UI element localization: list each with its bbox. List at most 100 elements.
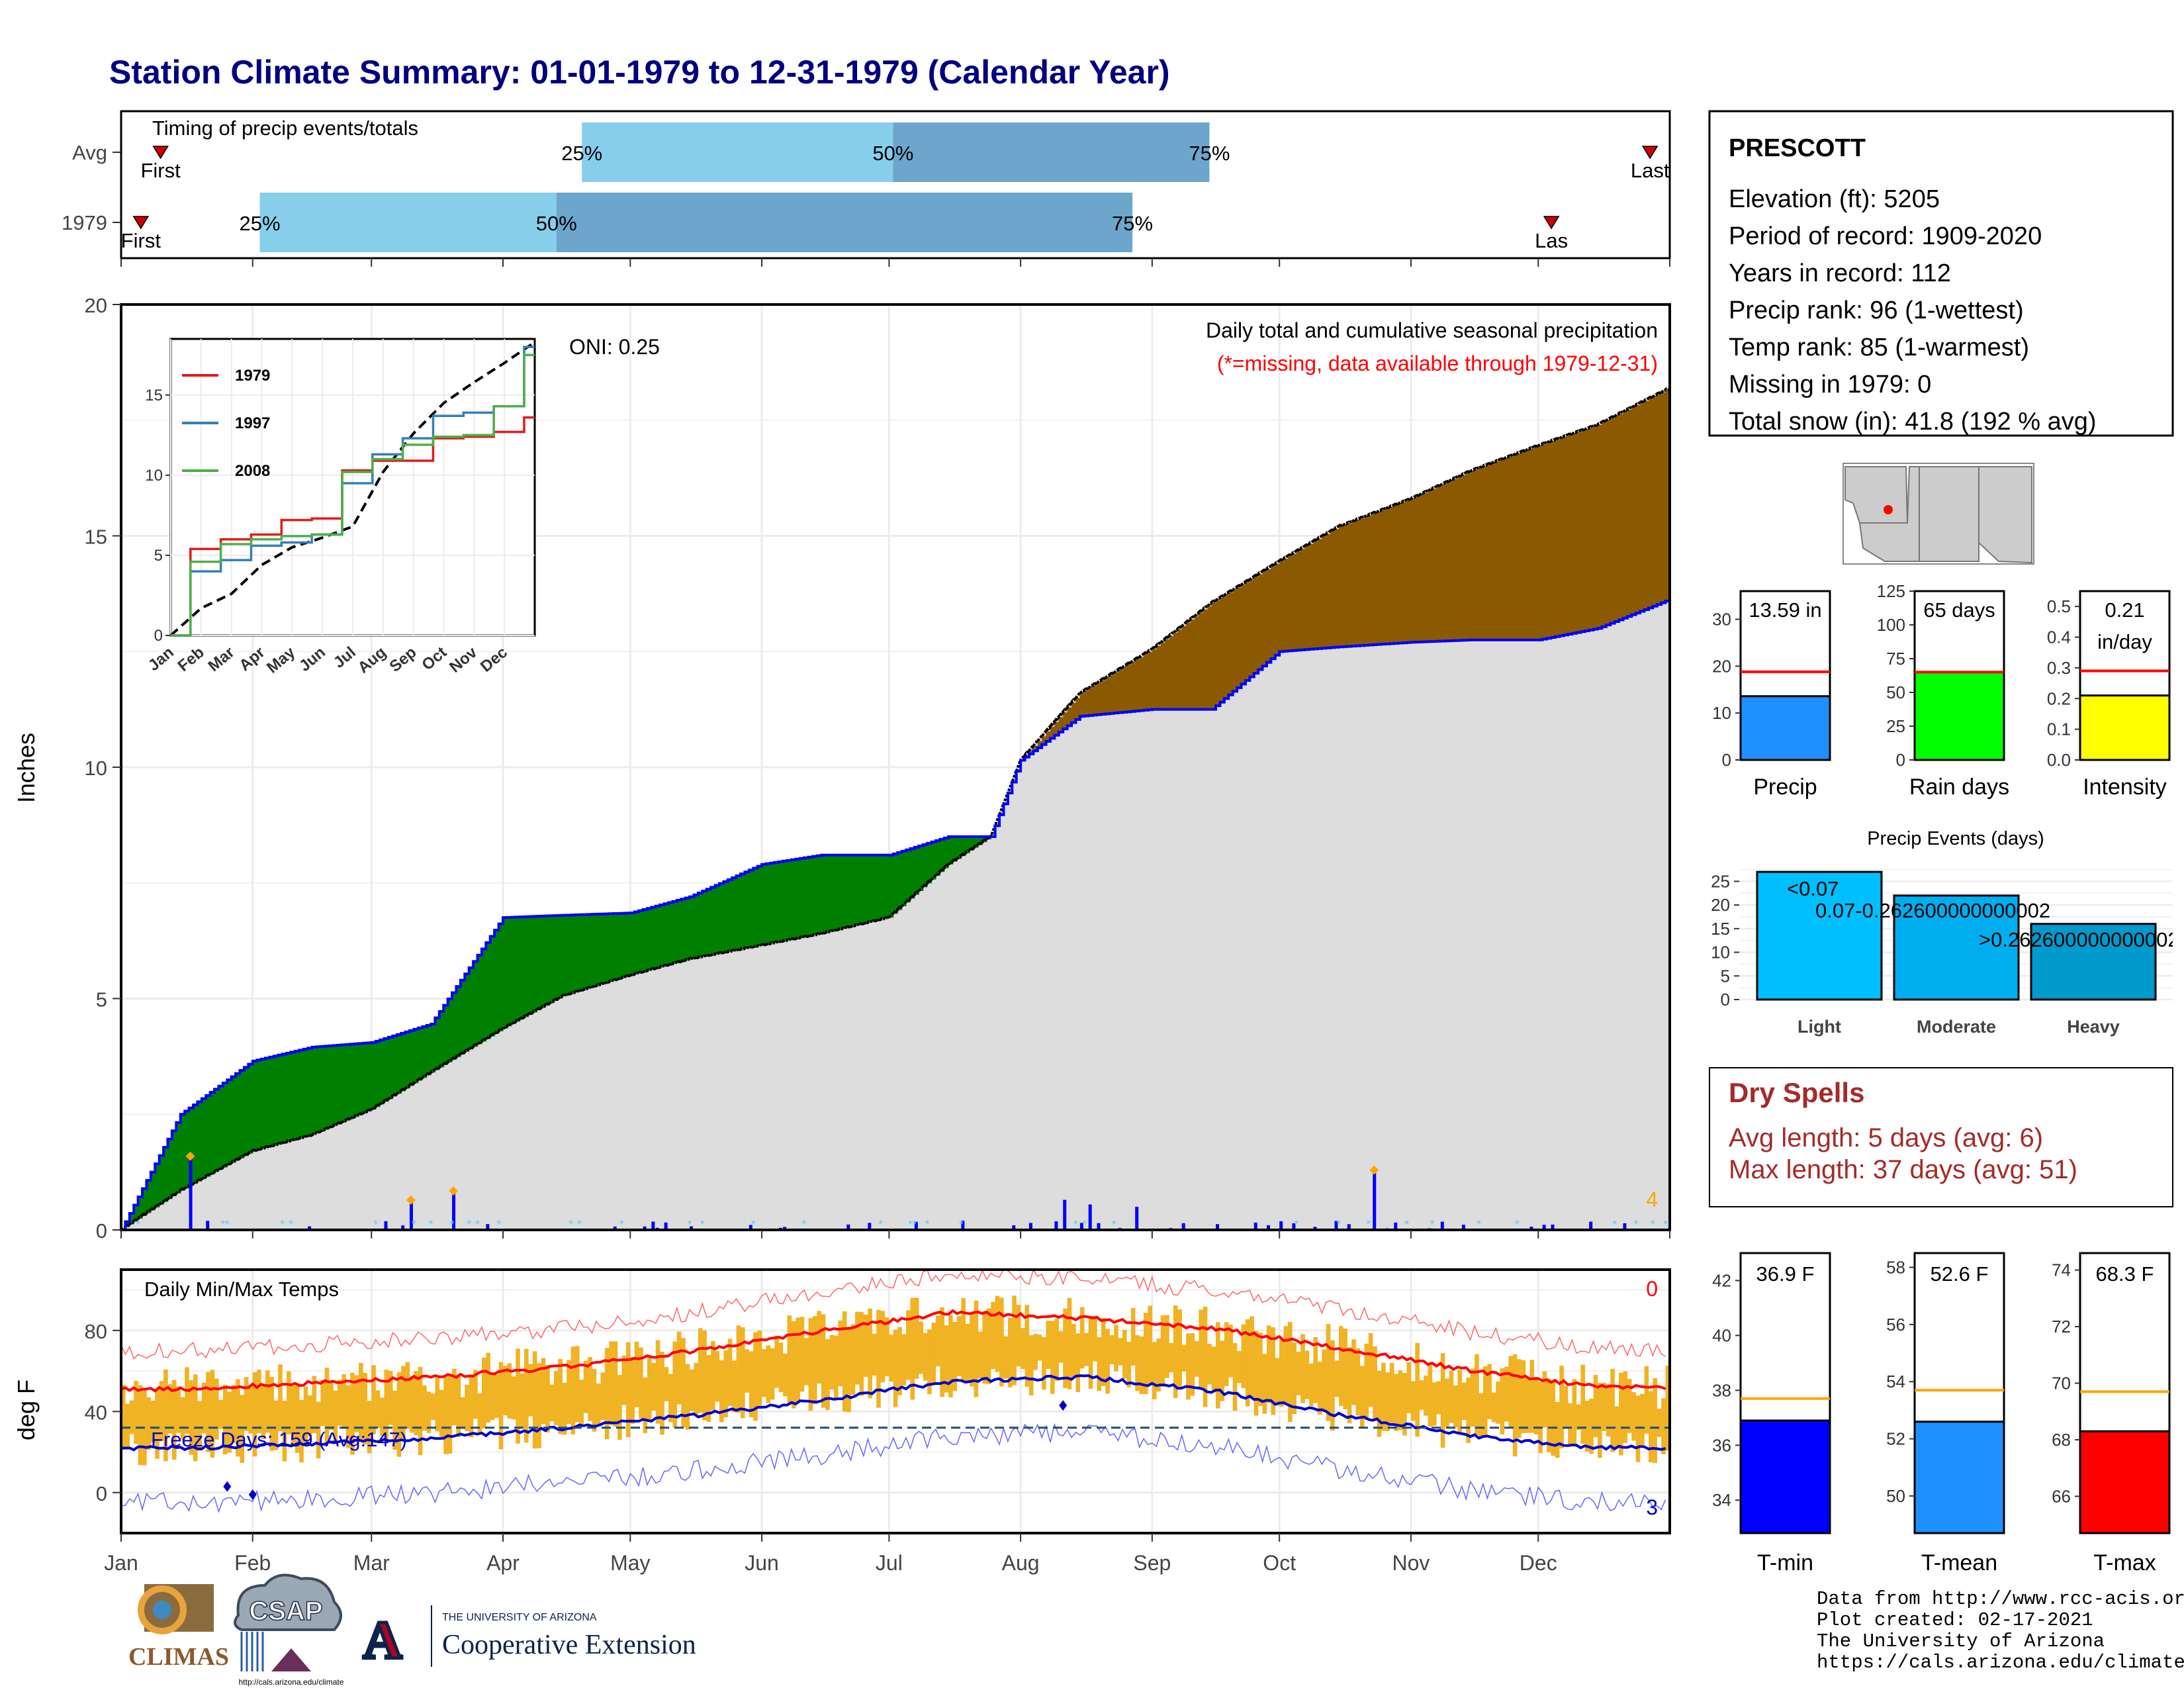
daily-temp-bar [1606, 1384, 1611, 1436]
above-normal-slice [940, 839, 945, 872]
above-normal-slice [965, 836, 970, 854]
daily-temp-bar [502, 1366, 508, 1416]
precip-bar-tick-label: 75 [1886, 649, 1905, 669]
daily-temp-bar [897, 1327, 902, 1395]
daily-temp-bar [312, 1376, 317, 1433]
daily-temp-bar [371, 1365, 376, 1434]
daily-temp-bar [477, 1393, 482, 1434]
precip-events-tick-label: 5 [1721, 966, 1730, 986]
daily-temp-bar [1194, 1341, 1199, 1377]
temp-title: Daily Min/Max Temps [144, 1278, 339, 1301]
below-normal-slice [1075, 698, 1081, 720]
daily-temp-bar [1525, 1378, 1530, 1433]
daily-temp-bar [1415, 1342, 1420, 1437]
daily-temp-bar [1114, 1325, 1118, 1372]
daily-temp-bar [1373, 1346, 1377, 1420]
daily-temp-bar [715, 1351, 720, 1402]
daily-temp-bar [524, 1348, 529, 1443]
below-normal-slice [1093, 685, 1098, 716]
above-normal-slice [460, 980, 465, 1055]
right-column: PRESCOTT Elevation (ft): 5205 Period of re… [1708, 110, 2174, 1575]
daily-temp-bar [834, 1335, 839, 1399]
daily-temp-bar [711, 1340, 715, 1411]
above-normal-slice [834, 855, 839, 931]
daily-temp-bar [1309, 1363, 1314, 1407]
daily-temp-bar [1322, 1349, 1326, 1412]
below-normal-slice [1457, 477, 1463, 641]
snow-star-icon: * [496, 1218, 501, 1231]
daily-temp-bar [791, 1321, 796, 1409]
below-normal-slice [1216, 600, 1221, 706]
above-normal-slice [320, 1046, 326, 1132]
daily-temp-bar [1296, 1352, 1301, 1395]
snow-star-icon: * [1477, 1218, 1481, 1231]
climas-logo-sun-icon [138, 1585, 187, 1634]
above-normal-slice [617, 913, 623, 980]
snow-star-icon: * [1294, 1218, 1298, 1231]
daily-precip-bar [914, 1221, 918, 1230]
daily-temp-bar [732, 1360, 737, 1413]
daily-temp-bar [299, 1399, 304, 1463]
daily-temp-bar [1300, 1334, 1305, 1403]
above-normal-slice [723, 881, 729, 953]
below-normal-slice [1228, 592, 1234, 695]
daily-temp-bar [613, 1341, 618, 1427]
month-label: Sep [1133, 1551, 1171, 1575]
record-low-marker-icon [223, 1481, 232, 1492]
snow-day-marker-icon [1369, 1165, 1379, 1175]
csap-logo-cloud-icon [234, 1573, 342, 1631]
above-normal-slice [329, 1045, 334, 1128]
above-normal-slice [842, 855, 847, 929]
daily-temp-bar [1338, 1326, 1343, 1406]
above-normal-slice [596, 914, 602, 986]
above-normal-slice [273, 1056, 279, 1146]
timing-row-label: 1979 [62, 211, 107, 234]
precip-bar-fill [1913, 671, 2005, 761]
daily-temp-bar [753, 1332, 758, 1421]
daily-precip-bar [846, 1224, 850, 1230]
below-normal-slice [1126, 665, 1132, 712]
daily-temp-bar [872, 1333, 877, 1376]
daily-temp-bar [1042, 1336, 1046, 1390]
daily-temp-bar [702, 1330, 707, 1421]
above-normal-slice [240, 1070, 245, 1158]
daily-precip-bar [1063, 1199, 1067, 1230]
daily-temp-bar [363, 1372, 368, 1444]
below-normal-slice [1644, 400, 1649, 610]
above-normal-slice [570, 915, 576, 994]
daily-temp-bar [134, 1381, 138, 1444]
below-normal-slice [1406, 500, 1412, 643]
above-normal-slice [778, 861, 784, 943]
daily-temp-bar [269, 1377, 274, 1451]
daily-temp-bar [1173, 1305, 1178, 1398]
daily-temp-bar [528, 1364, 533, 1417]
daily-temp-bar [562, 1382, 567, 1435]
daily-temp-bar [1424, 1376, 1428, 1416]
below-normal-slice [1139, 657, 1144, 711]
footer-credit-line: Plot created: 02-17-2021 [1817, 1609, 2093, 1631]
precip-bar-label: Precip [1753, 774, 1817, 800]
daily-temp-bar [880, 1311, 886, 1383]
temp-bar-tick-label: 34 [1712, 1490, 1731, 1510]
daily-temp-bar [1093, 1315, 1097, 1362]
daily-temp-bar [617, 1375, 622, 1440]
above-normal-slice [418, 1027, 423, 1081]
daily-temp-bar [567, 1360, 571, 1425]
daily-temp-bar [1542, 1371, 1547, 1428]
above-normal-slice [502, 917, 508, 1029]
daily-temp-bar [935, 1315, 940, 1366]
daily-temp-bar [668, 1374, 673, 1423]
dry-spells-line: Max length: 37 days (avg: 51) [1729, 1155, 2077, 1184]
snow-star-icon: * [467, 1218, 471, 1231]
daily-precip-bar [1253, 1222, 1257, 1230]
below-normal-slice [1453, 479, 1459, 641]
above-normal-slice [762, 864, 767, 946]
daily-temp-bar [1262, 1354, 1267, 1414]
temp-bar-tick-label: 52 [1886, 1429, 1905, 1449]
daily-temp-bar [719, 1360, 724, 1423]
below-normal-slice [1109, 675, 1115, 714]
y-tick-label: 20 [85, 294, 107, 317]
daily-precip-bar [690, 1226, 694, 1230]
daily-temp-bar [1304, 1350, 1310, 1399]
above-normal-slice [706, 889, 711, 957]
